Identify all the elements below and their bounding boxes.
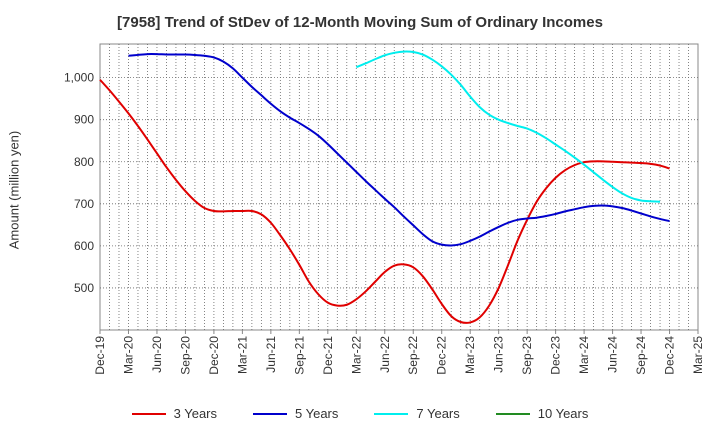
x-tick-label: Jun-23 [492,336,506,373]
legend-item-3-years: 3 Years [131,406,217,421]
x-tick-label: Mar-20 [121,336,135,374]
legend-swatch-5-years [253,412,287,415]
series-line-5-years [128,53,670,247]
plot-area [99,43,699,331]
x-tick-label: Jun-20 [150,336,164,373]
legend-label-7-years: 7 Years [416,406,460,421]
legend-item-5-years: 5 Years [253,406,338,421]
x-tick-label: Mar-24 [577,336,591,374]
legend-item-7-years: 7 Years [374,406,460,421]
x-tick-label: Dec-21 [321,336,335,375]
legend-label-5-years: 5 Years [295,406,339,421]
x-tick-label: Dec-23 [549,336,563,375]
x-tick-label: Sep-21 [292,336,306,375]
legend: 3 Years 5 Years 7 Years 10 Years [0,406,720,421]
legend-swatch-3-years [131,412,166,415]
x-tick-label: Mar-23 [463,336,477,374]
x-tick-label: Mar-21 [235,336,249,374]
x-tick-label: Dec-24 [663,336,677,375]
x-tick-label: Dec-22 [435,336,449,375]
y-tick-label: 600 [74,239,94,253]
chart-title: [7958] Trend of StDev of 12-Month Moving… [117,14,603,31]
x-tick-label: Jun-22 [378,336,392,373]
legend-item-10-years: 10 Years [495,406,589,421]
series-line-3-years [99,79,670,324]
y-tick-label: 1,000 [64,71,94,85]
series-line-7-years [355,50,661,203]
y-tick-label: 500 [74,281,94,295]
x-tick-label: Sep-24 [634,336,648,375]
y-tick-label: 900 [74,113,94,127]
legend-label-10-years: 10 Years [537,406,589,421]
legend-swatch-10-years [495,412,530,415]
x-tick-label: Mar-25 [691,336,705,374]
y-tick-label: 800 [74,155,94,169]
legend-label-3-years: 3 Years [173,406,217,421]
x-tick-label: Dec-20 [207,336,221,375]
x-tick-label: Sep-22 [406,336,420,375]
x-tick-label: Jun-24 [606,336,620,373]
x-tick-label: Jun-21 [264,336,278,373]
y-tick-label: 700 [74,197,94,211]
x-tick-label: Sep-23 [520,336,534,375]
x-tick-label: Dec-19 [93,336,107,375]
legend-swatch-7-years [374,412,409,415]
x-tick-label: Mar-22 [349,336,363,374]
x-tick-label: Sep-20 [178,336,192,375]
